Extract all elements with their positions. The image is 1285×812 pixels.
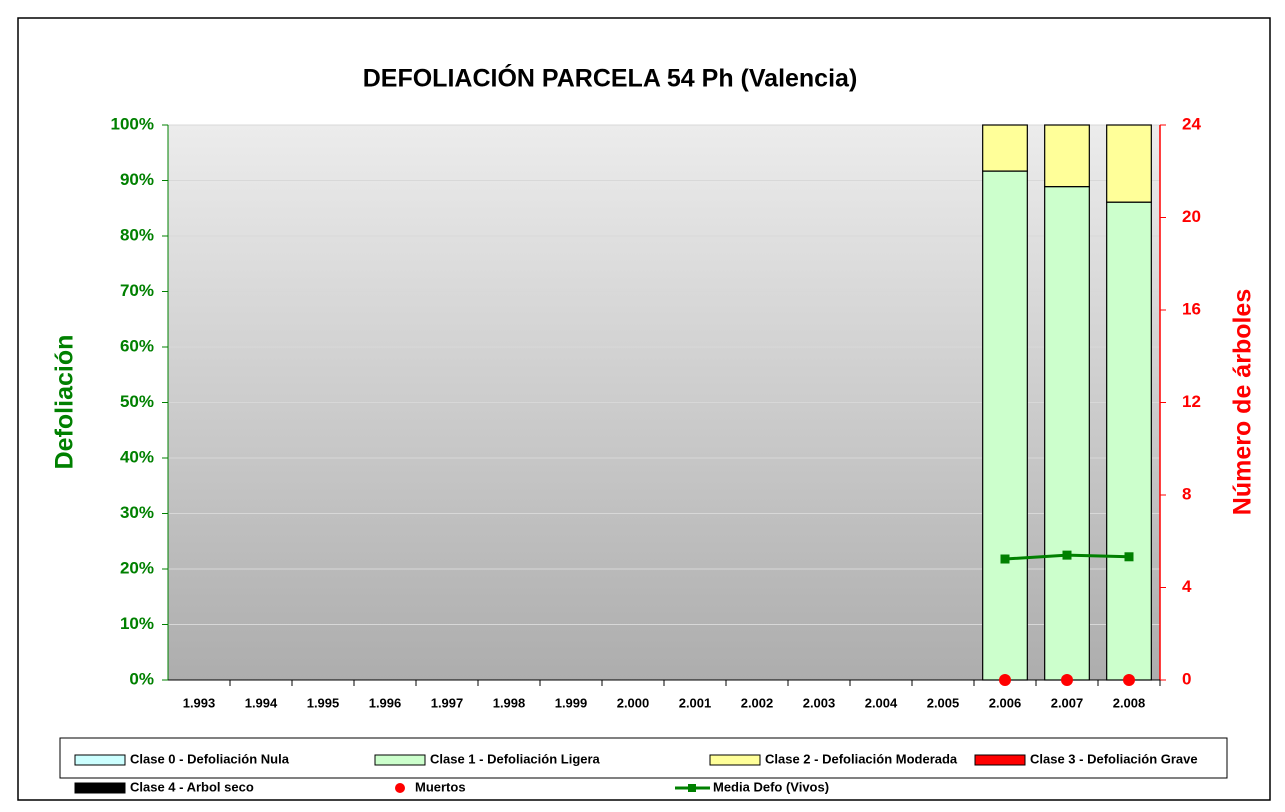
legend-swatch xyxy=(688,784,696,792)
legend-swatch xyxy=(374,754,426,766)
x-tick-label: 2.002 xyxy=(741,695,774,710)
y-tick-label: 90% xyxy=(120,170,154,189)
x-tick-label: 1.995 xyxy=(307,695,340,710)
x-tick-label: 2.008 xyxy=(1113,695,1146,710)
bar-segment xyxy=(982,124,1028,172)
x-tick-label: 1.993 xyxy=(183,695,216,710)
bar-segment xyxy=(1044,186,1090,681)
x-tick-label: 2.006 xyxy=(989,695,1022,710)
legend-swatch xyxy=(74,782,126,794)
y2-tick-label: 16 xyxy=(1182,299,1201,318)
y-tick-label: 60% xyxy=(120,336,154,355)
marker xyxy=(1061,674,1073,686)
y-tick-label: 0% xyxy=(129,669,154,688)
x-tick-label: 1.996 xyxy=(369,695,402,710)
legend-label: Muertos xyxy=(415,779,466,794)
legend-swatch xyxy=(709,754,761,766)
legend-label: Clase 3 - Defoliación Grave xyxy=(1030,751,1198,766)
y-tick-label: 100% xyxy=(111,114,154,133)
legend-label: Clase 0 - Defoliación Nula xyxy=(130,751,290,766)
y2-axis-title: Número de árboles xyxy=(1229,289,1257,515)
y2-tick-label: 24 xyxy=(1182,114,1201,133)
y2-tick-label: 12 xyxy=(1182,392,1201,411)
x-tick-label: 2.003 xyxy=(803,695,836,710)
y-tick-label: 50% xyxy=(120,392,154,411)
y-tick-label: 40% xyxy=(120,447,154,466)
y-tick-label: 80% xyxy=(120,225,154,244)
bar-segment xyxy=(1106,124,1152,203)
y2-tick-label: 8 xyxy=(1182,484,1191,503)
x-tick-label: 2.000 xyxy=(617,695,650,710)
line-marker xyxy=(1062,550,1072,560)
marker xyxy=(999,674,1011,686)
x-tick-label: 1.999 xyxy=(555,695,588,710)
bar-segment xyxy=(1106,201,1152,681)
x-tick-label: 1.994 xyxy=(245,695,278,710)
y2-tick-label: 4 xyxy=(1182,577,1192,596)
legend-swatch xyxy=(974,754,1026,766)
y2-tick-label: 20 xyxy=(1182,207,1201,226)
y-tick-label: 70% xyxy=(120,281,154,300)
x-tick-label: 1.997 xyxy=(431,695,464,710)
x-tick-label: 1.998 xyxy=(493,695,526,710)
x-tick-label: 2.001 xyxy=(679,695,712,710)
bar-segment xyxy=(1044,124,1090,188)
legend-swatch xyxy=(74,754,126,766)
chart-title: DEFOLIACIÓN PARCELA 54 Ph (Valencia) xyxy=(363,63,858,93)
y-tick-label: 10% xyxy=(120,614,154,633)
x-tick-label: 2.005 xyxy=(927,695,960,710)
y-axis-title: Defoliación xyxy=(51,335,79,470)
legend-label: Clase 2 - Defoliación Moderada xyxy=(765,751,958,766)
legend-box xyxy=(59,737,1228,779)
legend-label: Clase 4 - Arbol seco xyxy=(130,779,254,794)
marker xyxy=(1123,674,1135,686)
legend-swatch xyxy=(395,783,405,793)
y-tick-label: 20% xyxy=(120,558,154,577)
x-tick-label: 2.004 xyxy=(865,695,898,710)
legend-label: Media Defo (Vivos) xyxy=(713,779,829,794)
legend-label: Clase 1 - Defoliación Ligera xyxy=(430,751,601,766)
line-marker xyxy=(1124,552,1134,562)
y2-tick-label: 0 xyxy=(1182,669,1191,688)
y-tick-label: 30% xyxy=(120,503,154,522)
line-marker xyxy=(1000,554,1010,564)
x-tick-label: 2.007 xyxy=(1051,695,1084,710)
bar-segment xyxy=(982,170,1028,681)
